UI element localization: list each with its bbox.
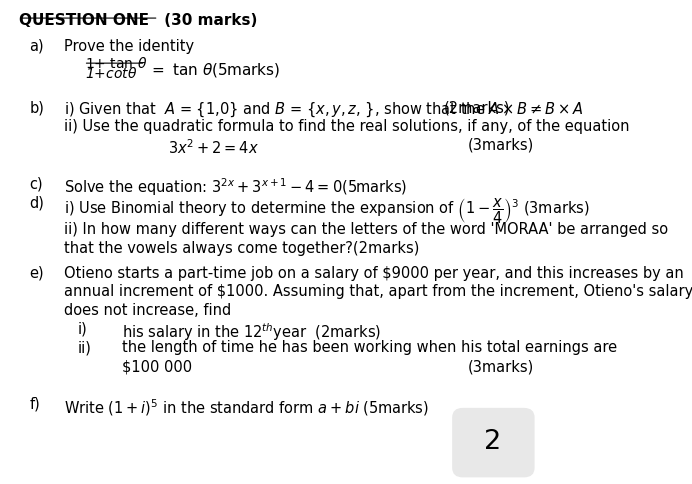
Text: f): f) bbox=[29, 396, 40, 411]
FancyBboxPatch shape bbox=[452, 408, 535, 477]
Text: Solve the equation: $3^{2x} + 3^{x+1} - 4 = 0$(5marks): Solve the equation: $3^{2x} + 3^{x+1} - … bbox=[64, 176, 408, 197]
Text: the length of time he has been working when his total earnings are: the length of time he has been working w… bbox=[122, 340, 617, 355]
Text: $100 000: $100 000 bbox=[122, 358, 192, 373]
Text: (2marks): (2marks) bbox=[444, 100, 511, 115]
Text: 1+$cot\theta$: 1+$cot\theta$ bbox=[85, 66, 138, 81]
Text: QUESTION ONE: QUESTION ONE bbox=[19, 13, 149, 28]
Text: ii) In how many different ways can the letters of the word 'MORAA' be arranged s: ii) In how many different ways can the l… bbox=[64, 221, 668, 236]
Text: a): a) bbox=[29, 39, 44, 54]
Text: Prove the identity: Prove the identity bbox=[64, 39, 194, 54]
Text: i): i) bbox=[78, 321, 87, 336]
Text: e): e) bbox=[29, 265, 44, 280]
Text: (3marks): (3marks) bbox=[468, 358, 534, 373]
Text: Otieno starts a part-time job on a salary of $9000 per year, and this increases : Otieno starts a part-time job on a salar… bbox=[64, 265, 684, 280]
Text: Write $(1 + i)^5$ in the standard form $a + bi$ (5marks): Write $(1 + i)^5$ in the standard form $… bbox=[64, 396, 428, 417]
Text: i) Use Binomial theory to determine the expansion of $\left(1-\dfrac{x}{4}\right: i) Use Binomial theory to determine the … bbox=[64, 196, 590, 225]
Text: (30 marks): (30 marks) bbox=[158, 13, 257, 28]
Text: annual increment of $1000. Assuming that, apart from the increment, Otieno's sal: annual increment of $1000. Assuming that… bbox=[64, 284, 692, 299]
Text: d): d) bbox=[29, 196, 44, 211]
Text: $3x^2 + 2 = 4x$: $3x^2 + 2 = 4x$ bbox=[167, 137, 259, 156]
Text: c): c) bbox=[29, 176, 43, 191]
Text: his salary in the 12$^{th}$year  (2marks): his salary in the 12$^{th}$year (2marks) bbox=[122, 321, 382, 343]
Text: ii): ii) bbox=[78, 340, 91, 355]
Text: (3marks): (3marks) bbox=[468, 137, 534, 152]
Text: b): b) bbox=[29, 100, 44, 115]
Text: that the vowels always come together?(2marks): that the vowels always come together?(2m… bbox=[64, 240, 419, 255]
Text: does not increase, find: does not increase, find bbox=[64, 302, 231, 317]
Text: 1+ tan $\theta$: 1+ tan $\theta$ bbox=[85, 56, 147, 71]
Text: i) Given that  $A$ = {1,0} and $B$ = {$x, y, z$, }, show that the $A \times B \n: i) Given that $A$ = {1,0} and $B$ = {$x,… bbox=[64, 100, 584, 119]
Text: ii) Use the quadratic formula to find the real solutions, if any, of the equatio: ii) Use the quadratic formula to find th… bbox=[64, 119, 630, 134]
Text: $=$ tan $\theta$(5marks): $=$ tan $\theta$(5marks) bbox=[149, 60, 280, 78]
Text: 2: 2 bbox=[484, 428, 502, 454]
